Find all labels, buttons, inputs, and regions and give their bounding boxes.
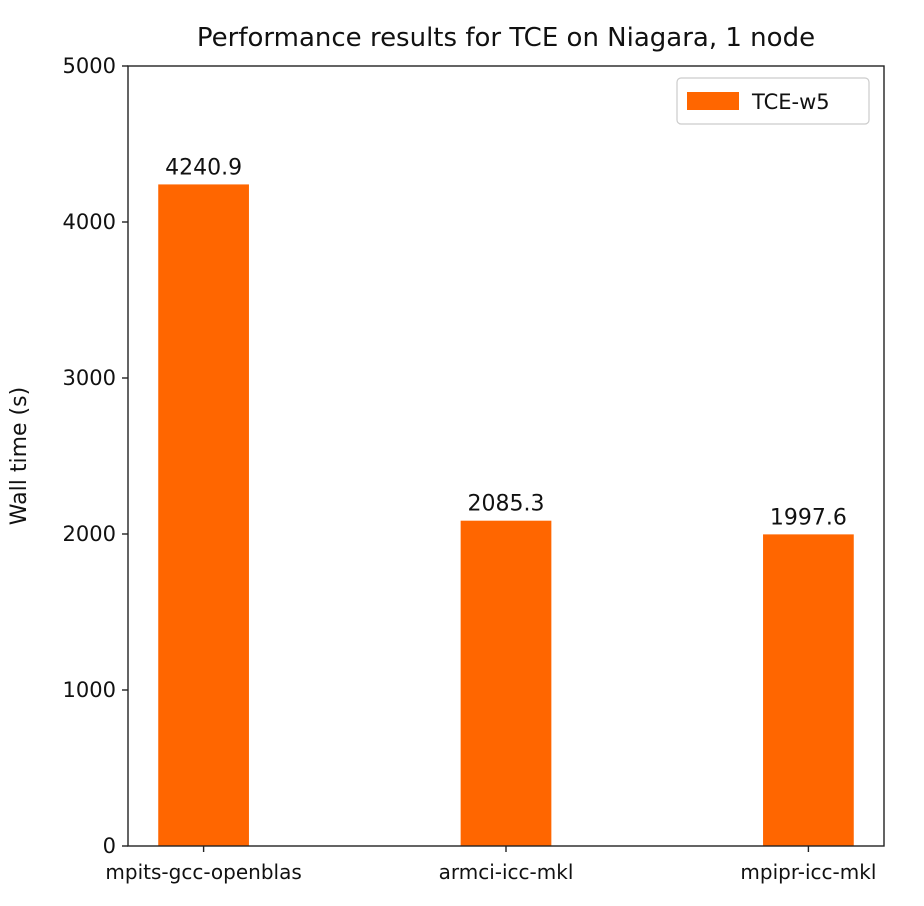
y-tick-label: 5000 <box>63 54 116 78</box>
y-tick-label: 3000 <box>63 366 116 390</box>
bar-value-label: 1997.6 <box>770 505 847 530</box>
y-axis-label: Wall time (s) <box>7 387 32 525</box>
legend-swatch <box>687 92 739 110</box>
y-tick-label: 1000 <box>63 678 116 702</box>
y-tick-label: 0 <box>103 834 116 858</box>
bar-armci-icc-mkl <box>460 520 552 846</box>
bar-mpits-gcc-openblas <box>158 184 249 846</box>
plot-frame <box>127 65 885 847</box>
x-tick-label: mpits-gcc-openblas <box>105 860 301 884</box>
legend-box <box>676 77 870 125</box>
y-tick-label: 4000 <box>63 210 116 234</box>
x-tick-label: armci-icc-mkl <box>439 860 574 884</box>
bar-mpipr-icc-mkl <box>763 534 854 846</box>
bar-value-label: 2085.3 <box>468 492 545 517</box>
chart-title: Performance results for TCE on Niagara, … <box>197 23 815 53</box>
legend-label: TCE-w5 <box>751 90 830 114</box>
x-tick-label: mpipr-icc-mkl <box>740 860 876 884</box>
y-tick-label: 2000 <box>63 522 116 546</box>
bar-value-label: 4240.9 <box>165 155 242 180</box>
legend: TCE-w5 <box>676 77 870 125</box>
